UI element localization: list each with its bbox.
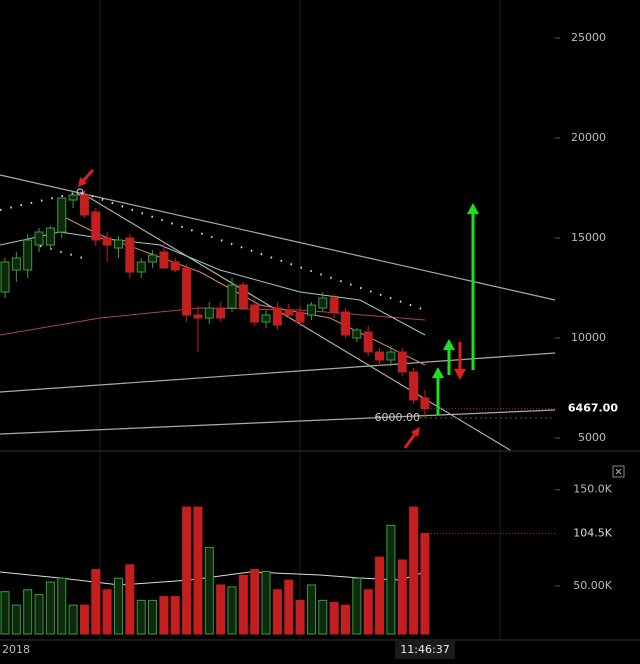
arrows (78, 168, 479, 449)
volume-bar (352, 577, 362, 635)
candle-body (318, 297, 328, 309)
candle-body (272, 307, 282, 326)
volume-bar (306, 584, 316, 635)
candle-body (34, 231, 44, 246)
candle-body (397, 351, 407, 373)
candle-body (193, 314, 203, 319)
candle-body (306, 304, 316, 316)
volume-bar (409, 506, 419, 635)
candle-body (159, 251, 169, 269)
y-tick-label: 10000 (571, 331, 606, 344)
last-volume-label: 104.5K (573, 526, 612, 539)
candle-body (136, 261, 146, 273)
volume-bar (79, 604, 89, 635)
candle-body (363, 331, 373, 353)
y2-tick-label: 150.0K (573, 483, 612, 496)
candle-body (57, 197, 67, 233)
volume-bar (375, 556, 385, 635)
candle-body (420, 397, 430, 410)
candle-body (227, 284, 237, 309)
close-button[interactable] (612, 465, 625, 478)
candle-body (23, 239, 33, 271)
volume-bar (363, 589, 373, 635)
candle-body (148, 254, 158, 263)
volume-bar (148, 599, 158, 635)
annotation-label: 6000.00 (375, 411, 421, 424)
candle-body (375, 351, 385, 361)
volume-bar (318, 599, 328, 635)
candle-body (102, 237, 112, 246)
candle-body (409, 371, 419, 401)
volume-bar (23, 589, 33, 635)
volume-bar (238, 574, 248, 635)
candle-body (204, 307, 214, 319)
candle-body (91, 211, 101, 241)
y-tick-label: 5000 (578, 431, 606, 444)
time-box (395, 641, 455, 659)
candle-body (216, 307, 226, 319)
volume-bar (397, 559, 407, 635)
candle-body (329, 297, 339, 313)
volume-bar (34, 594, 44, 635)
volume-bar (250, 569, 260, 635)
candle-body (238, 284, 248, 309)
volume-bar (159, 595, 169, 635)
x-label: 2018 (2, 643, 30, 656)
volume-bar (204, 546, 214, 635)
last-price-label: 6467.00 (568, 402, 618, 415)
candle-body (68, 194, 78, 201)
x-label: 11:46:37 (400, 643, 449, 656)
candle-body (170, 261, 180, 271)
volume-bar (261, 570, 271, 635)
volume-bar (193, 506, 203, 635)
candle-body (284, 309, 294, 316)
candle-body (295, 311, 305, 323)
last-price-box (565, 400, 621, 417)
y-tick-label: 25000 (571, 31, 606, 44)
y-tick-label: 15000 (571, 231, 606, 244)
candle-body (386, 351, 396, 361)
volume-bar (216, 584, 226, 635)
candle-body (125, 237, 135, 273)
volume-bar (227, 586, 237, 635)
y2-tick-label: 50.00K (573, 579, 612, 592)
volume-bar (272, 589, 282, 635)
volume-bar (136, 599, 146, 635)
volume-bar (182, 506, 192, 635)
volume-bar (386, 524, 396, 635)
y-tick-label: 20000 (571, 131, 606, 144)
volume-bar (125, 564, 135, 635)
volume-bar (102, 589, 112, 635)
candle-body (261, 314, 271, 323)
candle-body (114, 239, 123, 249)
candle-body (182, 267, 192, 316)
candle-body (11, 257, 21, 271)
candle-body (45, 227, 55, 246)
volume-bar (114, 577, 123, 635)
volume-bar (57, 577, 67, 635)
volume-bar (91, 569, 101, 635)
volume-bar (68, 604, 78, 635)
volume-bar (11, 604, 21, 635)
candle-body (79, 194, 89, 216)
volume-bar (420, 532, 430, 635)
candle-body (352, 329, 362, 339)
candle-body (341, 311, 350, 336)
volume-bar (45, 581, 55, 635)
volume-bar (170, 595, 180, 635)
volume-bar (284, 579, 294, 635)
volume-bar (341, 604, 350, 635)
candle-body (250, 304, 260, 323)
volume-bar (295, 599, 305, 635)
candle-body (0, 261, 10, 293)
volume-bar (329, 601, 339, 635)
volume-bar (0, 591, 10, 635)
